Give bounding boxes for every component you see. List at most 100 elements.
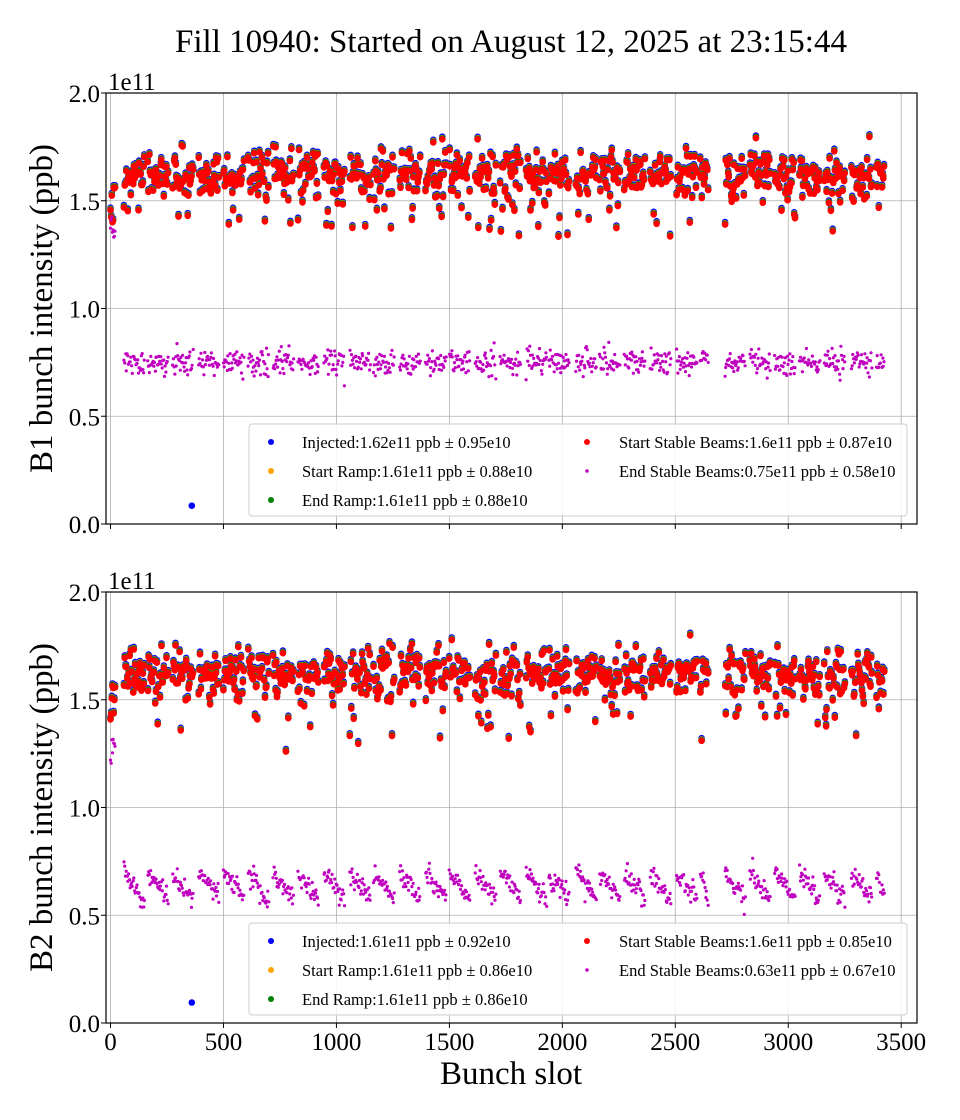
data-point-start-stable-beams <box>637 161 644 169</box>
data-point-end-stable-beams <box>505 364 509 368</box>
data-point-start-stable-beams <box>107 206 114 214</box>
data-point-end-stable-beams <box>741 354 745 358</box>
data-point-end-stable-beams <box>677 355 682 359</box>
data-point-start-stable-beams <box>704 186 712 194</box>
data-point-end-stable-beams <box>178 368 182 372</box>
data-point-end-stable-beams <box>173 372 177 376</box>
data-point-end-stable-beams <box>498 355 502 359</box>
data-point-end-stable-beams <box>279 345 283 349</box>
data-point-end-stable-beams <box>386 368 390 373</box>
data-point-start-stable-beams <box>650 211 657 218</box>
data-point-start-stable-beams <box>555 233 562 240</box>
data-point-end-stable-beams <box>756 356 760 360</box>
data-point-start-stable-beams <box>560 166 568 173</box>
data-point-end-stable-beams <box>524 378 528 382</box>
data-point-end-stable-beams <box>605 372 609 376</box>
data-point-start-stable-beams <box>435 205 443 212</box>
data-point-start-stable-beams <box>139 179 147 187</box>
data-point-end-stable-beams <box>437 367 441 372</box>
data-point-start-stable-beams <box>624 151 632 159</box>
data-point-start-stable-beams <box>124 207 132 215</box>
data-point-end-stable-beams <box>310 365 314 369</box>
data-point-end-stable-beams <box>528 344 532 348</box>
data-point-start-stable-beams <box>691 153 698 160</box>
data-point-start-stable-beams <box>338 178 346 186</box>
data-point-end-stable-beams <box>325 356 329 361</box>
data-point-end-stable-beams <box>548 348 552 352</box>
data-point-end-stable-beams <box>290 361 294 365</box>
data-point-end-stable-beams <box>479 367 483 371</box>
data-point-start-stable-beams <box>229 189 236 197</box>
data-point-start-stable-beams <box>256 149 263 156</box>
data-point-end-stable-beams <box>642 364 646 368</box>
data-point-end-stable-beams <box>429 366 433 370</box>
data-point-end-stable-beams <box>249 354 254 358</box>
data-point-start-stable-beams <box>741 166 748 173</box>
data-point-start-stable-beams <box>272 158 280 166</box>
data-point-end-stable-beams <box>183 369 187 373</box>
data-point-end-stable-beams <box>481 362 485 367</box>
data-point-start-stable-beams <box>556 214 563 222</box>
data-point-start-stable-beams <box>596 176 603 184</box>
data-point-start-stable-beams <box>680 166 688 174</box>
data-point-end-stable-beams <box>452 361 457 365</box>
data-point-end-stable-beams <box>159 362 163 366</box>
data-point-end-stable-beams <box>689 365 694 369</box>
data-point-end-stable-beams <box>166 355 170 359</box>
data-point-start-stable-beams <box>511 207 518 215</box>
data-point-start-stable-beams <box>790 159 797 167</box>
data-point-end-stable-beams <box>584 345 589 349</box>
data-point-start-stable-beams <box>361 223 369 230</box>
data-point-end-stable-beams <box>274 362 278 366</box>
data-point-start-stable-beams <box>212 182 219 189</box>
data-point-start-stable-beams <box>374 169 382 177</box>
data-point-end-stable-beams <box>826 349 830 353</box>
data-point-end-stable-beams <box>378 367 383 371</box>
data-point-end-stable-beams <box>552 370 556 374</box>
data-point-end-stable-beams <box>537 347 542 351</box>
data-point-start-stable-beams <box>640 176 648 184</box>
data-point-start-stable-beams <box>575 185 582 193</box>
data-point-start-stable-beams <box>164 169 172 177</box>
data-point-start-stable-beams <box>290 172 297 179</box>
data-point-end-stable-beams <box>838 372 842 376</box>
data-point-start-stable-beams <box>438 213 445 221</box>
data-point-start-stable-beams <box>500 161 508 168</box>
data-point-end-stable-beams <box>866 371 870 375</box>
data-point-start-stable-beams <box>250 150 258 157</box>
data-point-start-stable-beams <box>865 175 873 183</box>
data-point-end-stable-beams <box>566 358 570 362</box>
data-point-end-stable-beams <box>604 361 609 365</box>
data-point-start-stable-beams <box>255 181 263 189</box>
data-point-end-stable-beams <box>312 358 316 362</box>
data-point-start-stable-beams <box>489 153 496 161</box>
data-point-end-stable-beams <box>197 357 201 361</box>
data-point-end-stable-beams <box>830 346 834 350</box>
data-point-start-stable-beams <box>434 160 442 168</box>
data-point-start-stable-beams <box>721 221 729 228</box>
data-point-start-stable-beams <box>490 185 497 192</box>
data-point-end-stable-beams <box>567 361 571 365</box>
data-point-end-stable-beams <box>174 364 178 368</box>
data-point-end-stable-beams <box>282 371 286 376</box>
data-point-end-stable-beams <box>580 359 584 363</box>
data-point-end-stable-beams <box>488 364 493 368</box>
data-point-end-stable-beams <box>136 371 141 375</box>
data-point-end-stable-beams <box>526 359 530 363</box>
data-point-start-stable-beams <box>349 224 356 232</box>
data-point-end-stable-beams <box>850 364 854 368</box>
data-point-start-stable-beams <box>137 171 144 178</box>
data-point-end-stable-beams <box>255 356 259 360</box>
data-point-end-stable-beams <box>618 363 622 367</box>
data-point-end-stable-beams <box>635 359 639 363</box>
data-point-end-stable-beams <box>465 360 469 364</box>
data-point-end-stable-beams <box>366 358 370 362</box>
data-point-start-stable-beams <box>614 202 622 210</box>
data-point-start-stable-beams <box>535 223 542 231</box>
data-point-end-stable-beams <box>142 371 146 375</box>
data-point-end-stable-beams <box>276 365 280 369</box>
data-point-end-stable-beams <box>124 369 128 373</box>
data-point-end-stable-beams <box>603 351 607 355</box>
data-point-end-stable-beams <box>773 367 778 371</box>
data-point-end-stable-beams <box>854 357 858 361</box>
